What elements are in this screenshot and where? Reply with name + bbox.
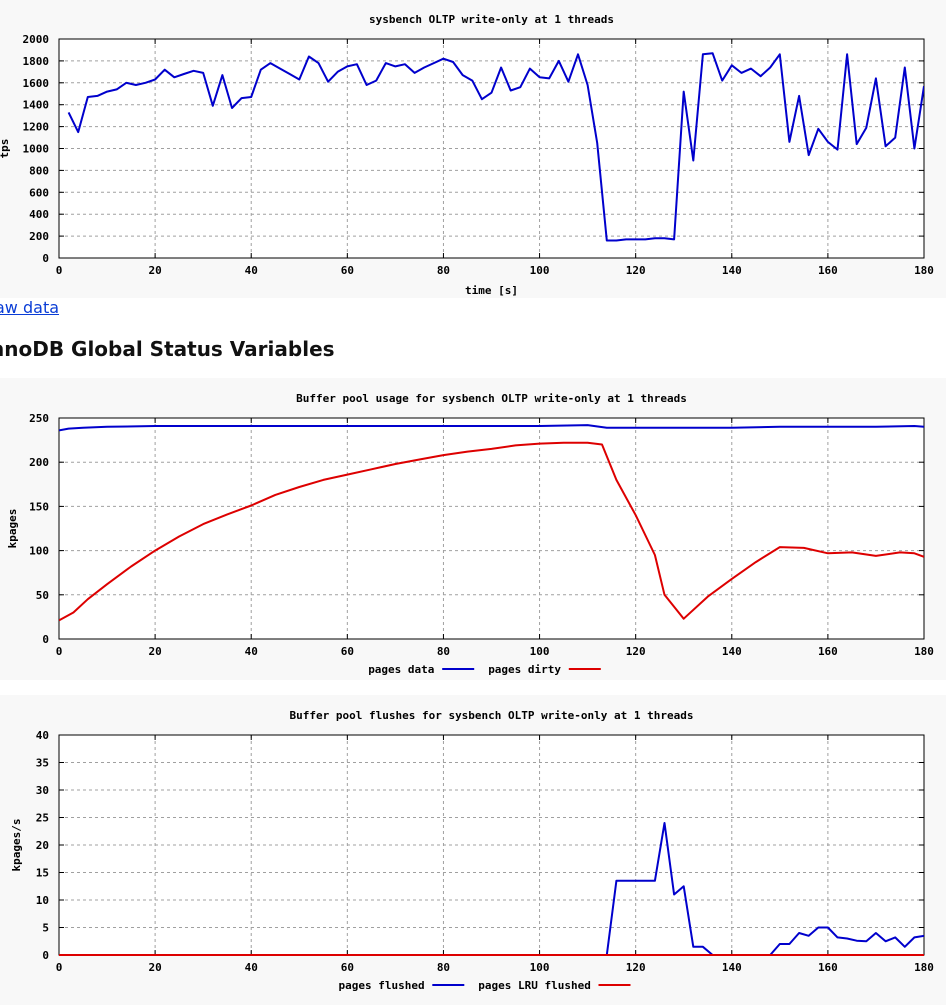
y-tick-label: 400 — [29, 208, 49, 221]
x-axis-label: time [s] — [465, 284, 518, 297]
y-tick-label: 15 — [36, 867, 49, 880]
plot-border — [58, 417, 925, 640]
series-line-pages-dirty — [59, 441, 924, 622]
x-tick-label: 180 — [914, 264, 934, 277]
x-tick-label: 160 — [818, 264, 838, 277]
y-tick-label: 1800 — [23, 55, 50, 68]
legend-label: pages dirty — [488, 663, 561, 676]
y-tick-label: 0 — [42, 252, 49, 265]
x-tick-label: 140 — [722, 961, 742, 974]
x-tick-label: 20 — [148, 961, 161, 974]
y-tick-label: 250 — [29, 412, 49, 425]
chart-title: sysbench OLTP write-only at 1 threads — [369, 13, 614, 26]
x-tick-label: 140 — [722, 264, 742, 277]
plot-area — [59, 418, 924, 639]
y-axis-label: kpages/s — [10, 819, 23, 872]
tps-chart: 0 20 40 60 80 100 120 140 160 1800200400600800100… — [0, 13, 934, 297]
y-tick-label: 2000 — [23, 33, 50, 46]
y-tick-label: 25 — [36, 812, 49, 825]
x-tick-label: 180 — [914, 961, 934, 974]
y-tick-label: 1400 — [23, 99, 50, 112]
legend: pages flushed pages LRU flushed — [339, 979, 631, 992]
x-tick-label: 120 — [626, 961, 646, 974]
y-tick-label: 20 — [36, 839, 49, 852]
buffer-pool-flushes-chart: 0 20 40 60 80 100 120 140 160 180 0 5 10 15 20 25 30 35 40… — [10, 709, 934, 992]
y-tick-label: 1200 — [23, 121, 50, 134]
x-tick-label: 180 — [914, 645, 934, 658]
y-tick-label: 30 — [36, 784, 49, 797]
buffer-pool-flushes-panel: 0 20 40 60 80 100 120 140 160 180 0 5 10 15 20 25 30 35 40… — [0, 695, 946, 1005]
y-tick-label: 200 — [29, 456, 49, 469]
x-tick-label: 100 — [530, 961, 550, 974]
raw-data-link[interactable]: aw data — [0, 298, 60, 317]
legend-label: pages data — [368, 663, 434, 676]
tps-chart-panel: 0 20 40 60 80 100 120 140 160 180 0 200 400 600 800 100… — [0, 0, 946, 298]
y-tick-label: 0 — [42, 949, 49, 962]
legend: pages data pages dirty — [368, 663, 601, 676]
y-tick-label: 35 — [36, 757, 49, 770]
y-axis-label: tps — [0, 139, 11, 159]
x-tick-label: 140 — [722, 645, 742, 658]
x-tick-label: 40 — [245, 961, 258, 974]
x-tick-label: 0 — [56, 645, 63, 658]
chart-title: Buffer pool flushes for sysbench OLTP wr… — [290, 709, 694, 722]
y-tick-label: 800 — [29, 164, 49, 177]
x-tick-label: 100 — [530, 645, 550, 658]
y-tick-label: 600 — [29, 186, 49, 199]
y-tick-label: 0 — [42, 633, 49, 646]
x-tick-label: 60 — [341, 645, 354, 658]
x-tick-label: 120 — [626, 645, 646, 658]
series-line-pages-flushed — [59, 822, 924, 956]
y-tick-label: 10 — [36, 894, 49, 907]
buffer-pool-usage-chart: 0 20 40 60 80 100 120 140 160 180 0 50 100 150 200 250 B… — [6, 392, 934, 676]
x-tick-label: 160 — [818, 645, 838, 658]
x-tick-label: 0 — [56, 264, 63, 277]
x-tick-label: 100 — [530, 264, 550, 277]
legend-label: pages flushed — [339, 979, 425, 992]
section-heading: nnoDB Global Status Variables — [0, 337, 335, 361]
y-tick-label: 1600 — [23, 77, 50, 90]
y-tick-label: 150 — [29, 500, 49, 513]
y-tick-label: 40 — [36, 729, 49, 742]
y-axis-label: kpages — [6, 509, 19, 549]
x-tick-label: 20 — [148, 264, 161, 277]
x-tick-label: 160 — [818, 961, 838, 974]
legend-label: pages LRU flushed — [478, 979, 591, 992]
x-tick-label: 80 — [437, 264, 450, 277]
y-tick-label: 50 — [36, 589, 49, 602]
y-tick-label: 1000 — [23, 143, 50, 156]
x-tick-label: 40 — [245, 645, 258, 658]
x-tick-label: 80 — [437, 961, 450, 974]
series-line-pages-data — [59, 424, 924, 432]
y-tick-label: 100 — [29, 545, 49, 558]
x-tick-label: 60 — [341, 264, 354, 277]
y-tick-label: 200 — [29, 230, 49, 243]
x-tick-label: 80 — [437, 645, 450, 658]
chart-title: Buffer pool usage for sysbench OLTP writ… — [296, 392, 687, 405]
x-tick-label: 20 — [148, 645, 161, 658]
y-tick-label: 5 — [42, 922, 49, 935]
x-tick-label: 40 — [245, 264, 258, 277]
x-tick-label: 0 — [56, 961, 63, 974]
x-tick-label: 60 — [341, 961, 354, 974]
buffer-pool-usage-panel: 0 20 40 60 80 100 120 140 160 180 0 50 100 150 200 250 B… — [0, 378, 946, 680]
series-line-0 — [67, 52, 924, 242]
x-tick-label: 120 — [626, 264, 646, 277]
